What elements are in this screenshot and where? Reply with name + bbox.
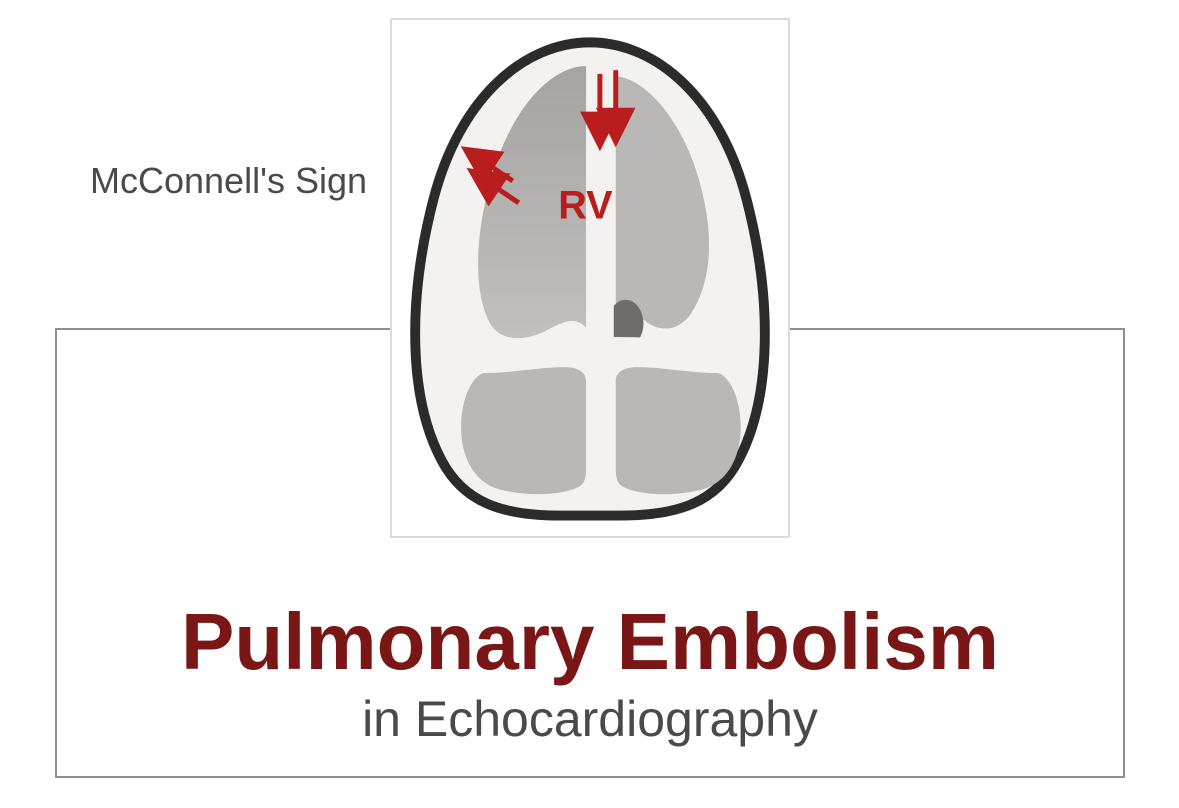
side-label: McConnell's Sign	[90, 160, 367, 202]
heart-diagram-frame: RV	[390, 18, 790, 538]
title-sub: in Echocardiography	[57, 690, 1123, 748]
rv-label: RV	[558, 184, 613, 228]
la-chamber	[616, 367, 741, 494]
ra-chamber	[461, 367, 586, 494]
title-main: Pulmonary Embolism	[57, 600, 1123, 684]
heart-diagram-svg: RV	[392, 20, 788, 536]
